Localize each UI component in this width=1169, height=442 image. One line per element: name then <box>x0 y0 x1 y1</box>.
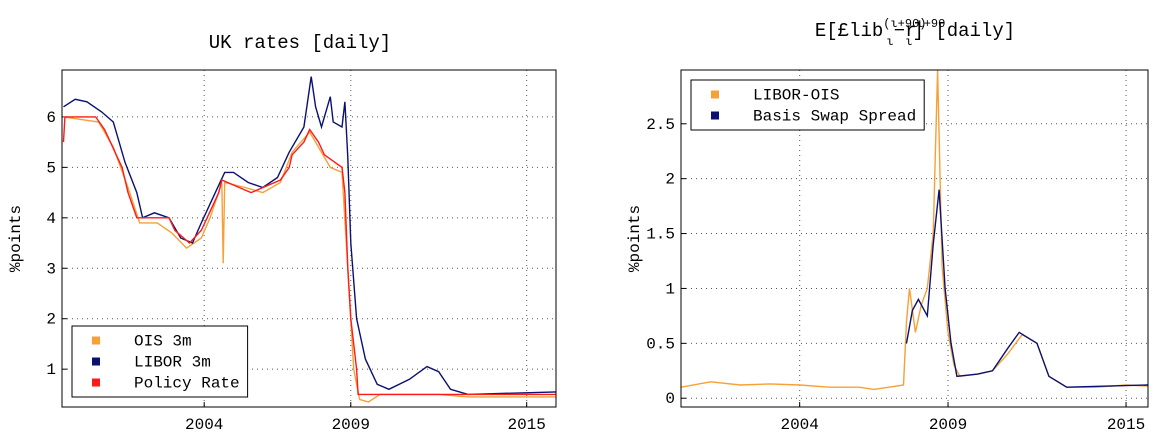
x-tick-label: 2009 <box>929 416 967 434</box>
title-part: ] [daily] <box>913 20 1016 42</box>
legend-label: Policy Rate <box>134 375 240 393</box>
title-part: (ι+90) <box>883 17 926 31</box>
legend-marker <box>711 90 719 99</box>
legend-marker <box>711 111 719 120</box>
legend-label: LIBOR 3m <box>134 354 211 372</box>
legend-box <box>690 79 925 131</box>
x-tick-label: 2004 <box>780 416 818 434</box>
y-tick-label: 4 <box>46 210 56 228</box>
title-part: −r <box>894 20 917 42</box>
x-tick-label: 2015 <box>507 416 545 434</box>
line-series <box>63 116 556 403</box>
plot-frame <box>61 69 557 408</box>
line-series <box>62 116 556 396</box>
y-tick-label: 2 <box>46 311 56 329</box>
legend-marker <box>92 378 100 387</box>
y-tick-label: 3 <box>46 260 56 278</box>
plot-frame <box>680 69 1149 408</box>
title-part: ι+90 <box>917 17 946 31</box>
title-part: E[£lib <box>815 20 883 42</box>
y-tick-label: 0.5 <box>646 335 675 353</box>
y-tick-label: 1 <box>46 361 56 379</box>
x-tick-label: 2009 <box>332 416 370 434</box>
chart-title: E[£lib(ι+90) ι−rι+90 ι] [daily] <box>815 17 1015 49</box>
line-series <box>905 189 1148 388</box>
legend-label: Basis Swap Spread <box>753 108 916 126</box>
legend-marker <box>92 336 100 345</box>
legend-label: LIBOR-OIS <box>753 87 839 105</box>
title-part: ι <box>905 35 912 49</box>
line-series <box>63 76 556 396</box>
y-tick-label: 2.5 <box>646 116 675 134</box>
y-tick-label: 1 <box>665 280 675 298</box>
legend-label: OIS 3m <box>134 333 192 351</box>
x-tick-label: 2004 <box>185 416 223 434</box>
y-tick-label: 1.5 <box>646 226 675 244</box>
legend-marker <box>92 357 100 366</box>
y-axis-label: %points <box>626 205 644 272</box>
y-tick-label: 0 <box>665 390 675 408</box>
title-part: ι <box>886 35 893 49</box>
chart-title: UK rates [daily] <box>209 32 391 54</box>
x-tick-label: 2015 <box>1107 416 1145 434</box>
y-tick-label: 6 <box>46 109 56 127</box>
legend-box <box>71 325 249 398</box>
y-tick-label: 5 <box>46 159 56 177</box>
y-axis-label: %points <box>7 205 25 272</box>
y-tick-label: 2 <box>665 171 675 189</box>
